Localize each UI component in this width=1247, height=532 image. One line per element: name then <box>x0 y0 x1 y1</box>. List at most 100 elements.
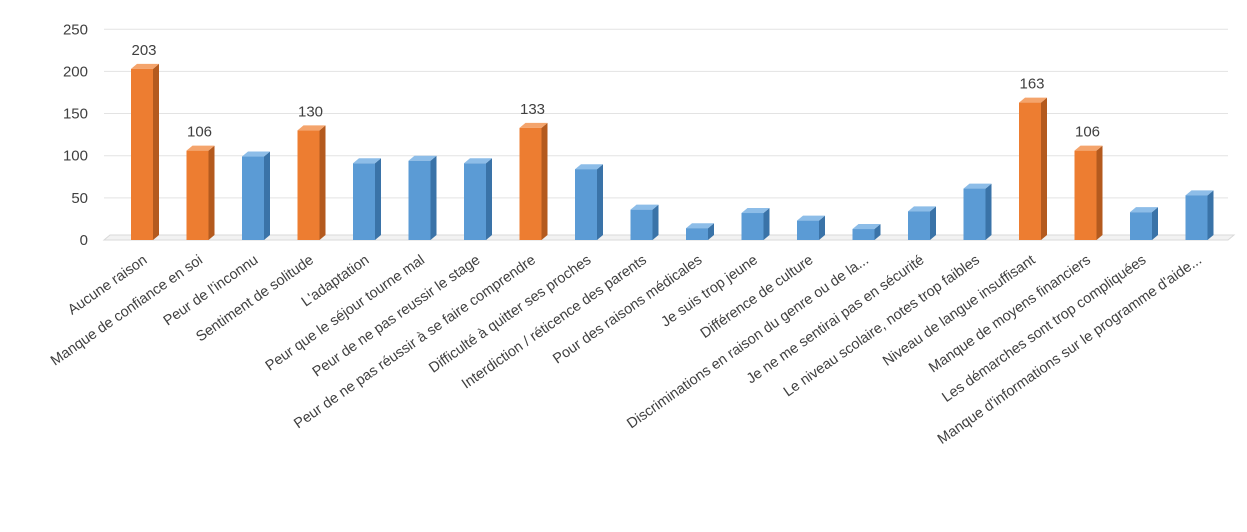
bar <box>963 183 992 240</box>
bar <box>353 158 381 240</box>
bar-side <box>819 215 825 240</box>
y-tick-label: 150 <box>63 106 88 123</box>
bar-side <box>597 164 603 240</box>
y-tick-label: 0 <box>80 232 88 249</box>
bar-front <box>686 228 708 240</box>
bar-front <box>1074 150 1097 240</box>
bar-front <box>353 163 375 240</box>
bar-front <box>519 127 542 240</box>
bar-top <box>297 125 326 131</box>
bar-top <box>1130 207 1158 213</box>
bar-front <box>1019 102 1041 240</box>
data-label: 106 <box>1075 124 1100 141</box>
bar <box>1074 145 1103 240</box>
bar-top <box>1185 190 1214 196</box>
bar-side <box>319 125 326 240</box>
bar-top <box>519 122 548 128</box>
bar-top <box>242 151 270 157</box>
y-tick-label: 200 <box>63 63 88 80</box>
bar <box>464 158 492 240</box>
bar-side <box>708 223 714 240</box>
bar-top <box>464 158 492 164</box>
bar-side <box>153 63 159 240</box>
bar-side <box>763 208 770 240</box>
data-label: 106 <box>187 124 212 141</box>
data-label: 133 <box>520 101 545 118</box>
bar-top <box>353 158 381 164</box>
category-label: Peur de l'inconnu <box>161 252 262 329</box>
bar-front <box>1130 212 1152 240</box>
bar <box>408 155 437 240</box>
bar <box>1185 190 1214 240</box>
bar <box>797 215 825 240</box>
bar-top <box>686 223 714 229</box>
bar-front <box>1185 195 1208 240</box>
bar-front <box>575 169 597 240</box>
category-label: Les démarches sont trop compliquées <box>939 252 1149 406</box>
bar <box>741 208 770 240</box>
bar-side <box>208 145 215 240</box>
data-label: 163 <box>1019 76 1044 93</box>
bar-side <box>1207 190 1214 240</box>
chart-floor <box>102 234 1236 241</box>
bar <box>630 204 659 240</box>
bar-side <box>652 204 659 240</box>
bar <box>1130 207 1158 240</box>
bar-side <box>1096 145 1103 240</box>
bar-top <box>797 215 825 221</box>
bar <box>1019 97 1047 240</box>
bar-side <box>486 158 492 240</box>
bar-front <box>908 211 930 240</box>
y-tick-label: 50 <box>71 190 88 207</box>
bar-front <box>408 160 431 240</box>
bar-front <box>630 209 653 240</box>
bar-front <box>297 130 320 240</box>
bar-side <box>1152 207 1158 240</box>
bar-front <box>797 220 819 240</box>
bar-side <box>1041 97 1047 240</box>
y-axis: 0 50 100 150 200 250 <box>63 21 88 249</box>
bar <box>131 63 159 240</box>
bar-top <box>963 183 992 189</box>
bar-top <box>131 63 159 69</box>
bar-top <box>630 204 659 210</box>
bar <box>686 223 714 240</box>
bar-top <box>741 208 770 214</box>
bar <box>519 122 548 240</box>
gridlines <box>102 28 1236 241</box>
bar-side <box>985 183 992 240</box>
bar-top <box>908 206 936 212</box>
bar-front <box>741 213 764 240</box>
bar-front <box>186 150 209 240</box>
y-tick-label: 100 <box>63 148 88 165</box>
data-label: 203 <box>131 42 156 59</box>
bar-side <box>541 122 548 240</box>
data-label: 130 <box>298 103 323 120</box>
bar-top <box>1074 145 1103 151</box>
bar-front <box>852 229 875 240</box>
bar-side <box>874 224 881 240</box>
bar-top <box>408 155 437 161</box>
bar-side <box>930 206 936 240</box>
bar-front <box>242 156 264 240</box>
bar-front <box>464 163 486 240</box>
bar <box>186 145 215 240</box>
bar-side <box>430 155 437 240</box>
bar-top <box>575 164 603 170</box>
bar-top <box>852 224 881 230</box>
bars <box>131 63 1214 240</box>
y-tick-label: 250 <box>63 21 88 38</box>
bar-side <box>264 151 270 240</box>
bar <box>242 151 270 240</box>
bar-top <box>186 145 215 151</box>
bar-front <box>963 188 986 240</box>
bar <box>575 164 603 240</box>
bar-top <box>1019 97 1047 103</box>
bar <box>908 206 936 240</box>
category-label: Je suis trop jeune <box>659 252 761 330</box>
bar <box>297 125 326 240</box>
bar-side <box>375 158 381 240</box>
bar <box>852 224 881 240</box>
